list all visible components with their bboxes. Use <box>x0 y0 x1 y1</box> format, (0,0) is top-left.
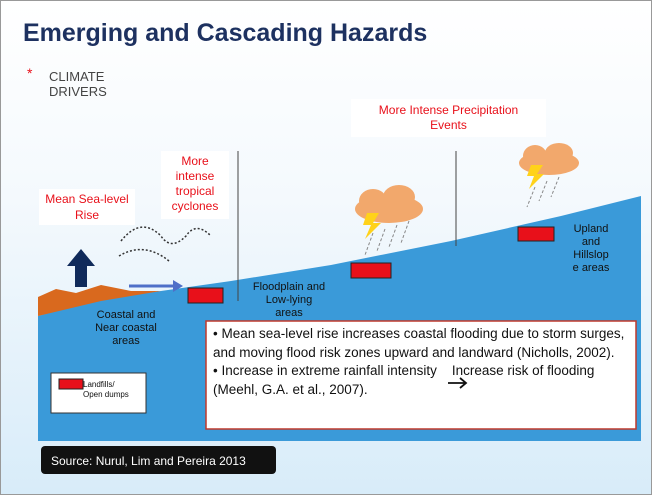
landfill <box>351 263 391 278</box>
landfill <box>188 288 223 303</box>
driver-line: Mean Sea-level <box>41 191 133 207</box>
legend-line: Landfills/ <box>83 380 129 390</box>
legend-swatch <box>59 379 83 389</box>
zone-line: Near coastal <box>86 322 166 335</box>
zone-line: Upland <box>556 223 626 236</box>
zone-line: e areas <box>556 262 626 275</box>
driver-line: Events <box>351 118 546 133</box>
wind <box>119 227 211 261</box>
zone-line: and <box>556 236 626 249</box>
subtitle-line: DRIVERS <box>49 84 107 99</box>
driver-line: tropical <box>161 184 229 199</box>
driver-line: intense <box>161 169 229 184</box>
source: Source: Nurul, Lim and Pereira 2013 <box>51 454 246 468</box>
callout-bullet: • Increase in extreme rainfall intensity… <box>213 362 631 399</box>
driver-line: More Intense Precipitation <box>351 103 546 118</box>
callout-bullet: • Mean sea-level rise increases coastal … <box>213 325 631 362</box>
zone-line: Floodplain and <box>244 281 334 294</box>
legend-line: Open dumps <box>83 390 129 400</box>
driver-line: More <box>161 154 229 169</box>
zone-line: areas <box>244 307 334 320</box>
zone-line: Low-lying <box>244 294 334 307</box>
zone-line: Hillslop <box>556 249 626 262</box>
subtitle-line: CLIMATE <box>49 69 107 84</box>
callout: • Mean sea-level rise increases coastal … <box>213 325 631 399</box>
title: Emerging and Cascading Hazards <box>23 19 427 48</box>
legend-label: Landfills/Open dumps <box>83 380 129 400</box>
up-arrow <box>67 249 95 287</box>
driver-line: Rise <box>41 207 133 223</box>
storm-cloud <box>355 185 423 255</box>
landfill <box>518 227 554 241</box>
driver-line: cyclones <box>161 199 229 214</box>
storm-cloud <box>519 143 579 207</box>
zone-line: areas <box>86 335 166 348</box>
slide: Emerging and Cascading Hazards * CLIMATE… <box>0 0 652 495</box>
bullet-marker: * <box>27 65 32 81</box>
zone-line: Coastal and <box>86 309 166 322</box>
